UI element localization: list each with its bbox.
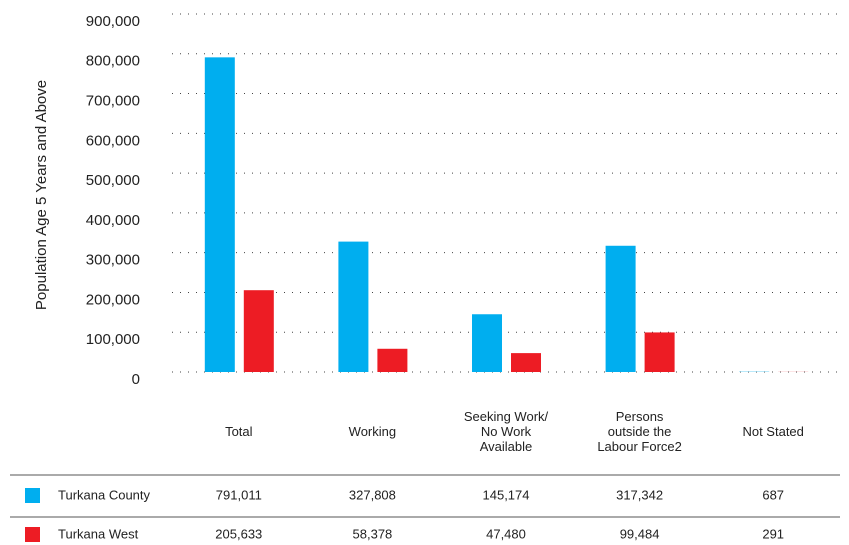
- table-value: 791,011: [216, 487, 262, 502]
- table-value: 99,484: [620, 526, 660, 541]
- x-tick-label: Persons outside the Labour Force2: [597, 409, 682, 454]
- table-value: 205,633: [215, 526, 262, 541]
- y-tick-label: 0: [132, 371, 140, 388]
- table-value: 291: [762, 526, 784, 541]
- bar: [204, 57, 235, 373]
- x-tick-label: Seeking Work/No Work Available: [464, 409, 549, 454]
- bar: [377, 348, 408, 372]
- x-tick-label: Not Stated: [742, 424, 803, 439]
- y-tick-label: 800,000: [86, 53, 140, 70]
- legend-swatch: [25, 488, 40, 503]
- y-tick-label: 500,000: [86, 172, 140, 189]
- legend-label: Turkana West: [58, 526, 139, 541]
- legend-label: Turkana County: [58, 487, 151, 502]
- bar: [644, 332, 675, 372]
- table-value: 687: [762, 487, 784, 502]
- bar: [243, 290, 274, 372]
- table-value: 47,480: [486, 526, 526, 541]
- y-tick-label: 700,000: [86, 93, 140, 110]
- x-tick-label: Working: [349, 424, 396, 439]
- x-tick-label: Total: [225, 424, 253, 439]
- y-tick-label: 100,000: [86, 331, 140, 348]
- y-tick-label: 300,000: [86, 252, 140, 269]
- bar: [338, 241, 369, 372]
- legend-swatch: [25, 527, 40, 542]
- table-value: 145,174: [483, 487, 530, 502]
- bar: [472, 314, 502, 372]
- table-value: 327,808: [349, 487, 396, 502]
- bar: [511, 353, 541, 372]
- y-tick-label: 400,000: [86, 212, 140, 229]
- table-value: 317,342: [616, 487, 663, 502]
- y-axis-title: Population Age 5 Years and Above: [33, 80, 50, 310]
- y-tick-label: 200,000: [86, 291, 140, 308]
- y-tick-label: 900,000: [86, 13, 140, 30]
- y-tick-label: 600,000: [86, 132, 140, 149]
- table-value: 58,378: [353, 526, 393, 541]
- bar: [605, 245, 636, 372]
